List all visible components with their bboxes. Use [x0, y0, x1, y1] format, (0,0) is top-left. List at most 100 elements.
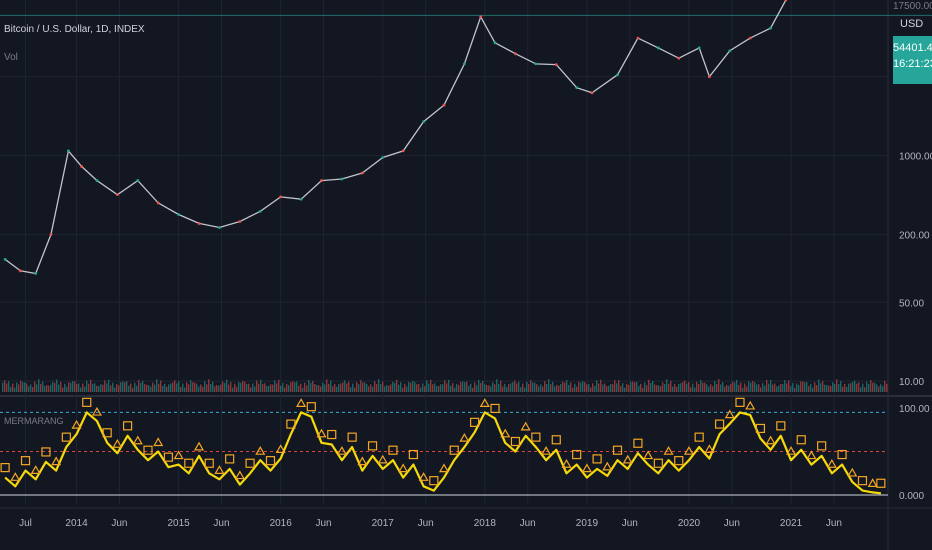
indicator-series	[0, 397, 888, 496]
indicator-marker-box	[225, 454, 235, 464]
volume-bar	[658, 385, 660, 392]
volume-bar	[32, 386, 34, 392]
volume-bar	[698, 384, 700, 392]
indicator-marker-box	[470, 417, 480, 427]
volume-bar	[714, 380, 716, 392]
volume-bar	[126, 381, 128, 392]
symbol-title[interactable]: Bitcoin / U.S. Dollar, 1D, INDEX	[4, 24, 145, 35]
price-point	[534, 62, 538, 66]
volume-bar	[98, 385, 100, 392]
volume-bar	[318, 385, 320, 392]
volume-bar	[332, 386, 334, 392]
volume-bar	[354, 387, 356, 392]
volume-bar	[296, 381, 298, 392]
volume-bar	[750, 382, 752, 392]
indicator-marker-box	[510, 436, 521, 447]
volume-bar	[48, 385, 50, 392]
volume-bar	[862, 383, 864, 392]
volume-bar	[162, 386, 164, 392]
volume-bar	[668, 383, 670, 392]
indicator-marker-box	[653, 458, 663, 468]
volume-bar	[586, 384, 588, 392]
volume-bar	[78, 383, 80, 392]
price-point	[3, 257, 7, 261]
volume-bar	[302, 387, 304, 392]
volume-bar	[464, 382, 466, 392]
indicator-marker-triangle	[296, 398, 307, 407]
volume-bar	[742, 387, 744, 392]
indicator-marker-box	[755, 423, 766, 434]
volume-bar	[612, 384, 614, 392]
indicator-marker-box	[592, 454, 602, 464]
volume-bar	[372, 386, 374, 392]
volume-bar	[202, 386, 204, 392]
volume-bar	[648, 379, 650, 392]
volume-bar	[130, 383, 132, 392]
indicator-marker-triangle	[173, 450, 184, 460]
indicator-marker-triangle	[745, 400, 756, 410]
volume-bar	[266, 385, 268, 392]
volume-bar	[542, 386, 544, 392]
volume-bar	[784, 380, 786, 392]
volume-bar	[374, 381, 376, 392]
volume-bar	[510, 383, 512, 392]
volume-bar	[466, 381, 468, 392]
volume-bar	[576, 386, 578, 392]
volume-bar	[822, 381, 824, 392]
volume-bar	[640, 383, 642, 392]
price-point	[340, 177, 344, 181]
indicator-marker-triangle	[214, 465, 225, 474]
price-point	[422, 120, 425, 124]
indicator-marker-box	[184, 458, 194, 468]
volume-bar	[656, 385, 658, 392]
volume-bar	[382, 381, 384, 392]
indicator-marker-box	[551, 435, 561, 445]
indicator-marker-box	[531, 432, 541, 442]
volume-bar	[92, 383, 94, 392]
indicator-y-tick-label: 100.00	[899, 404, 930, 415]
volume-bar	[816, 385, 818, 392]
price-point	[697, 46, 701, 50]
volume-bar	[312, 380, 314, 392]
volume-bar	[230, 382, 232, 392]
indicator-marker-triangle	[826, 459, 837, 468]
x-tick-label: 2014	[65, 518, 88, 529]
volume-bar	[154, 384, 156, 392]
volume-bar	[852, 381, 854, 392]
volume-bar	[716, 383, 718, 392]
volume-bar	[578, 381, 580, 392]
volume-bar	[756, 384, 758, 392]
indicator-marker-box	[347, 432, 357, 442]
volume-bar	[252, 383, 254, 392]
volume-bar	[424, 386, 426, 392]
volume-bar	[360, 380, 362, 392]
volume-bar	[530, 380, 532, 392]
price-point	[728, 49, 732, 53]
volume-bar	[468, 385, 470, 392]
volume-bar	[446, 383, 448, 392]
volume-bar	[72, 381, 74, 392]
volume-bar	[118, 385, 120, 392]
indicator-y-tick-label: 0.000	[899, 491, 924, 502]
volume-bar	[810, 383, 812, 392]
currency-label[interactable]: USD	[900, 18, 924, 30]
volume-bar	[70, 382, 72, 392]
volume-bar	[682, 382, 684, 392]
volume-bar	[58, 384, 60, 392]
indicator-marker-box	[735, 397, 745, 407]
volume-bar	[148, 385, 150, 392]
volume-bar	[814, 382, 816, 392]
volume-bar	[2, 382, 4, 392]
volume-bar	[190, 380, 192, 392]
indicator-marker-box	[143, 445, 153, 455]
volume-bar	[738, 385, 740, 392]
x-tick-label: 2021	[780, 518, 803, 529]
volume-bar	[326, 379, 328, 392]
indicator-marker-triangle	[71, 419, 82, 429]
volume-bar	[634, 382, 636, 392]
volume-bar	[22, 382, 24, 392]
volume-bar	[86, 380, 88, 392]
volume-bar	[726, 384, 728, 392]
volume-bar	[418, 383, 420, 392]
